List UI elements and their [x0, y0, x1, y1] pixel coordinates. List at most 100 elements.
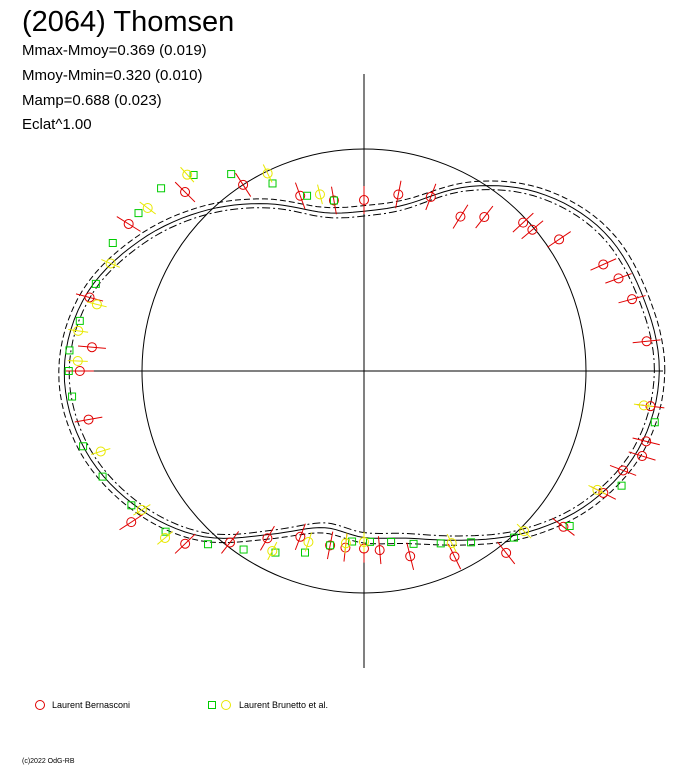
- data-point-1-29: [565, 521, 574, 530]
- data-point-1-20: [301, 548, 310, 557]
- data-point-0-26: [552, 517, 575, 536]
- data-point-0-11: [425, 183, 437, 211]
- data-point-1-2: [65, 346, 74, 355]
- stat-mmoy-mmin: Mmoy-Mmin=0.320 (0.010): [22, 67, 203, 84]
- data-point-1-14: [98, 472, 107, 481]
- data-point-2-14: [359, 531, 369, 552]
- data-point-1-25: [409, 539, 418, 548]
- data-point-0-17: [590, 258, 617, 271]
- data-point-0-23: [628, 451, 656, 462]
- data-point-1-0: [68, 392, 77, 401]
- data-point-0-4: [116, 216, 141, 232]
- data-point-2-10: [157, 531, 174, 545]
- stat-eclat: Eclat^1.00: [22, 116, 92, 133]
- data-point-1-8: [189, 170, 198, 179]
- data-point-0-12: [452, 204, 469, 229]
- data-point-2-12: [303, 532, 314, 552]
- data-point-0-34: [294, 523, 306, 551]
- stat-mmax-mmoy: Mmax-Mmoy=0.369 (0.019): [22, 42, 207, 59]
- data-point-0-37: [174, 533, 196, 554]
- data-point-1-11: [303, 191, 312, 200]
- data-point-1-9: [227, 170, 236, 179]
- chart-title: (2064) Thomsen: [22, 6, 235, 38]
- data-point-1-21: [326, 541, 335, 550]
- data-point-0-24: [609, 464, 637, 476]
- data-point-0-16: [547, 231, 571, 248]
- data-point-1-18: [239, 545, 248, 554]
- data-point-1-1: [64, 367, 73, 375]
- data-point-2-17: [588, 484, 607, 495]
- data-point-1-17: [204, 540, 213, 549]
- data-point-0-10: [393, 180, 404, 209]
- data-point-2-2: [87, 299, 107, 310]
- data-point-0-7: [294, 182, 306, 210]
- shape-curve-solid: [63, 185, 660, 541]
- data-point-0-13: [475, 205, 494, 229]
- data-point-1-28: [510, 533, 519, 542]
- data-point-0-28: [447, 543, 462, 570]
- data-point-0-18: [605, 273, 632, 284]
- data-point-1-15: [127, 501, 136, 510]
- data-point-0-22: [632, 436, 660, 447]
- data-point-1-24: [387, 538, 396, 547]
- data-points: [64, 164, 665, 570]
- data-point-0-36: [221, 531, 240, 554]
- data-point-1-26: [436, 539, 445, 548]
- data-point-2-1: [68, 325, 89, 336]
- data-point-0-9: [359, 186, 369, 215]
- data-point-1-13: [79, 442, 88, 451]
- data-point-2-9: [133, 504, 151, 516]
- data-point-2-0: [67, 356, 88, 367]
- data-point-1-16: [161, 527, 170, 536]
- legend-marker-brunetto-circle: [221, 700, 231, 710]
- data-point-0-2: [77, 342, 106, 353]
- legend-marker-bernasconi: [35, 700, 45, 710]
- shape-curve-dashed: [58, 180, 666, 546]
- data-point-0-14: [512, 212, 534, 233]
- data-point-0-5: [174, 181, 196, 203]
- legend-label-brunetto: Laurent Brunetto et al.: [239, 700, 329, 710]
- data-point-1-31: [650, 418, 659, 427]
- data-point-0-0: [65, 366, 94, 376]
- reference-circle: [141, 148, 587, 594]
- data-point-0-1: [74, 414, 103, 425]
- data-point-1-3: [75, 316, 84, 325]
- data-point-1-4: [91, 279, 100, 288]
- data-point-1-10: [268, 179, 277, 188]
- data-point-0-20: [632, 336, 661, 347]
- stat-mamp: Mamp=0.688 (0.023): [22, 92, 162, 109]
- data-point-2-18: [633, 400, 654, 411]
- data-point-0-38: [119, 514, 144, 531]
- data-point-2-16: [516, 523, 532, 539]
- data-point-0-30: [374, 536, 385, 565]
- data-point-0-6: [235, 172, 252, 197]
- legend-markers: [35, 700, 231, 710]
- shape-model-curves: [58, 180, 666, 546]
- data-point-1-12: [329, 196, 338, 205]
- data-point-1-22: [348, 537, 357, 546]
- data-point-0-29: [405, 542, 416, 570]
- data-point-0-35: [259, 525, 275, 551]
- data-point-2-11: [267, 541, 278, 561]
- legend-marker-brunetto-square: [208, 701, 216, 709]
- data-point-1-30: [617, 481, 626, 490]
- data-point-1-27: [467, 538, 476, 547]
- data-point-2-15: [446, 533, 457, 553]
- legend-label-bernasconi: Laurent Bernasconi: [52, 700, 131, 710]
- data-point-1-23: [365, 537, 374, 546]
- data-point-2-3: [101, 258, 121, 269]
- data-point-0-27: [497, 541, 516, 565]
- data-point-0-33: [325, 531, 336, 560]
- data-point-1-6: [134, 209, 143, 218]
- data-point-2-13: [340, 533, 351, 554]
- data-point-2-7: [314, 184, 325, 205]
- data-point-0-15: [521, 220, 544, 240]
- data-point-1-5: [108, 239, 117, 248]
- copyright-footer: (c)2022 OdG-RB: [22, 758, 75, 765]
- data-point-2-4: [139, 201, 156, 215]
- data-point-0-8: [328, 186, 339, 215]
- shape-curve-dashdot: [68, 189, 655, 537]
- data-point-1-7: [157, 184, 166, 193]
- data-point-0-19: [618, 294, 646, 305]
